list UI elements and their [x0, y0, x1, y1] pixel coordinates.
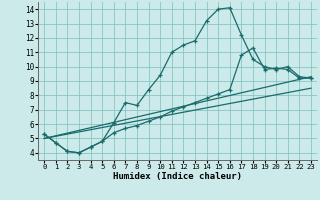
X-axis label: Humidex (Indice chaleur): Humidex (Indice chaleur)	[113, 172, 242, 181]
